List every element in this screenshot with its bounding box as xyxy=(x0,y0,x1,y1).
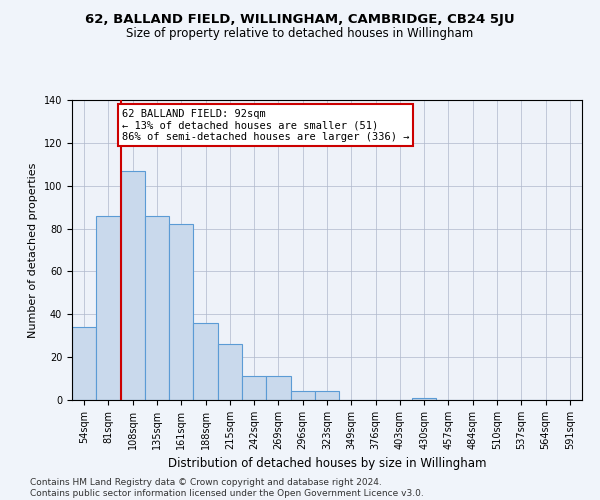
Y-axis label: Number of detached properties: Number of detached properties xyxy=(28,162,38,338)
Text: Contains HM Land Registry data © Crown copyright and database right 2024.
Contai: Contains HM Land Registry data © Crown c… xyxy=(30,478,424,498)
Bar xyxy=(266,376,290,400)
Bar xyxy=(242,376,266,400)
Text: Distribution of detached houses by size in Willingham: Distribution of detached houses by size … xyxy=(168,458,486,470)
Bar xyxy=(193,323,218,400)
Bar xyxy=(72,327,96,400)
Bar xyxy=(290,392,315,400)
Bar xyxy=(218,344,242,400)
Bar xyxy=(169,224,193,400)
Text: Size of property relative to detached houses in Willingham: Size of property relative to detached ho… xyxy=(127,28,473,40)
Text: 62 BALLAND FIELD: 92sqm
← 13% of detached houses are smaller (51)
86% of semi-de: 62 BALLAND FIELD: 92sqm ← 13% of detache… xyxy=(122,108,409,142)
Text: 62, BALLAND FIELD, WILLINGHAM, CAMBRIDGE, CB24 5JU: 62, BALLAND FIELD, WILLINGHAM, CAMBRIDGE… xyxy=(85,12,515,26)
Bar xyxy=(96,216,121,400)
Bar xyxy=(315,392,339,400)
Bar xyxy=(412,398,436,400)
Bar xyxy=(121,170,145,400)
Bar xyxy=(145,216,169,400)
